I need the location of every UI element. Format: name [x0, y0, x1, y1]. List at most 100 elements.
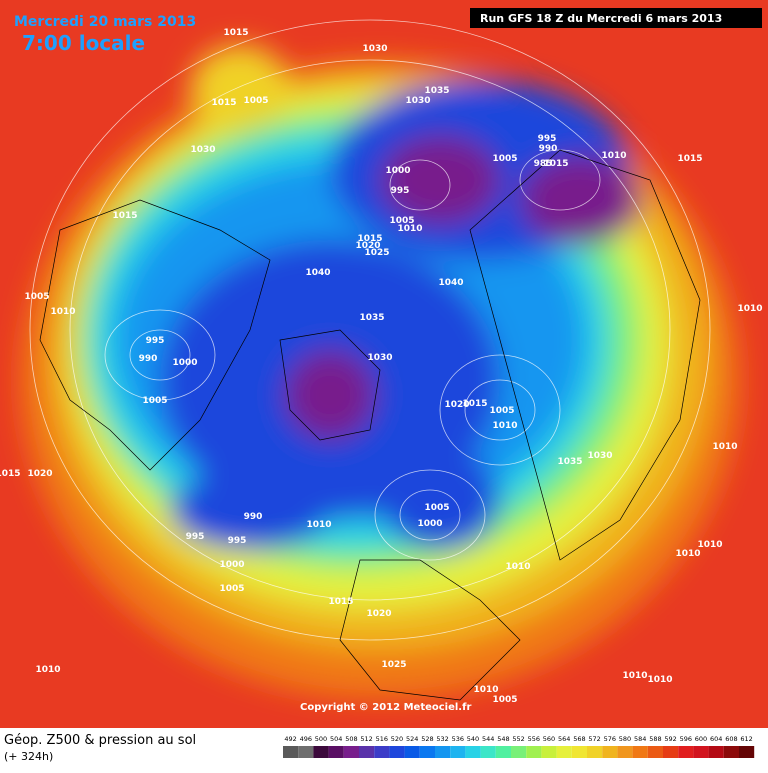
forecast-time: 7:00 locale	[22, 31, 145, 55]
isobar-label: 1035	[557, 457, 582, 467]
scale-label: 572	[588, 735, 600, 743]
isobar-label: 1010	[737, 304, 762, 314]
isobar-label: 995	[538, 134, 557, 144]
scale-label: 532	[436, 735, 448, 743]
scale-label: 592	[664, 735, 676, 743]
scale-swatch	[450, 746, 466, 758]
isobar-label: 1010	[675, 549, 700, 559]
field	[20, 45, 740, 700]
isobar-label: 1040	[305, 268, 330, 278]
isobar-label: 1010	[601, 151, 626, 161]
scale-label: 548	[497, 735, 509, 743]
isobar-label: 1010	[397, 224, 422, 234]
scale-label: 560	[543, 735, 555, 743]
isobar-label: 995	[228, 536, 247, 546]
scale-swatch	[435, 746, 451, 758]
scale-label: 588	[649, 735, 661, 743]
isobar-label: 1035	[424, 86, 449, 96]
isobar-label: 1015	[223, 28, 248, 38]
legend-subtitle: (+ 324h)	[4, 750, 53, 763]
isobar-label: 1005	[492, 695, 517, 705]
isobar-label: 1005	[492, 154, 517, 164]
scale-label: 612	[740, 735, 752, 743]
isobar-label: 1010	[50, 307, 75, 317]
isobar-label: 1030	[362, 44, 387, 54]
isobar-label: 1015	[462, 399, 487, 409]
scale-swatch	[283, 746, 299, 758]
scale-label: 508	[345, 735, 357, 743]
scale-swatch	[374, 746, 390, 758]
scale-swatch	[465, 746, 481, 758]
scale-swatch	[571, 746, 587, 758]
scale-label: 528	[421, 735, 433, 743]
isobar-label: 1030	[367, 353, 392, 363]
scale-swatch	[739, 746, 755, 758]
isobars	[29, 19, 711, 641]
scale-swatch	[678, 746, 694, 758]
scale-label: 524	[406, 735, 418, 743]
scale-swatch	[343, 746, 359, 758]
coastlines	[39, 149, 701, 701]
isobar-label: 1010	[622, 671, 647, 681]
scale-swatch	[359, 746, 375, 758]
scale-label: 512	[360, 735, 372, 743]
isobar-label: 1015	[328, 597, 353, 607]
scale-swatch	[480, 746, 496, 758]
scale-swatch	[389, 746, 405, 758]
isobar-label: 1000	[417, 519, 442, 529]
isobar-label: 1030	[405, 96, 430, 106]
scale-swatch	[526, 746, 542, 758]
scale-swatch	[632, 746, 648, 758]
isobar-label: 1030	[190, 145, 215, 155]
scale-swatch	[617, 746, 633, 758]
isobar-label: 1000	[172, 358, 197, 368]
isobar-label: 1010	[473, 685, 498, 695]
scale-swatch	[647, 746, 663, 758]
scale-swatch	[602, 746, 618, 758]
isobar-label: 1005	[142, 396, 167, 406]
isobar-label: 1005	[243, 96, 268, 106]
isobar-label: 1030	[587, 451, 612, 461]
scale-swatch	[587, 746, 603, 758]
isobar-label: 1025	[381, 660, 406, 670]
scale-label: 492	[284, 735, 296, 743]
isobar-label: 1005	[489, 406, 514, 416]
scale-swatch	[541, 746, 557, 758]
isobar-label: 1005	[24, 292, 49, 302]
scale-swatch	[328, 746, 344, 758]
copyright: Copyright © 2012 Meteociel.fr	[300, 702, 471, 713]
scale-label: 564	[558, 735, 570, 743]
scale-swatch	[663, 746, 679, 758]
isobar-label: 1010	[697, 540, 722, 550]
scale-label: 552	[512, 735, 524, 743]
scale-swatch	[313, 746, 329, 758]
isobar-label: 1000	[219, 560, 244, 570]
scale-label: 556	[528, 735, 540, 743]
isobar-label: 1020	[27, 469, 52, 479]
isobar-label: 990	[244, 512, 263, 522]
isobar-label: 1020	[366, 609, 391, 619]
scale-label: 496	[300, 735, 312, 743]
scale-label: 500	[315, 735, 327, 743]
scale-swatch	[495, 746, 511, 758]
scale-label: 568	[573, 735, 585, 743]
isobar-label: 1015	[543, 159, 568, 169]
isobar-label: 995	[146, 336, 165, 346]
scale-label: 504	[330, 735, 342, 743]
isobar-label: 1040	[438, 278, 463, 288]
isobar-label: 1005	[424, 503, 449, 513]
scale-label: 520	[391, 735, 403, 743]
scale-swatch	[511, 746, 527, 758]
isobar-label: 1015	[0, 469, 21, 479]
isobar-label: 1020	[444, 400, 469, 410]
isobar-label: 1010	[647, 675, 672, 685]
isobar-label: 1005	[389, 216, 414, 226]
scale-label: 536	[452, 735, 464, 743]
isobar-label: 1015	[357, 234, 382, 244]
isobar-label: 1025	[364, 248, 389, 258]
scale-swatch	[298, 746, 314, 758]
scale-swatch	[693, 746, 709, 758]
scale-swatch	[708, 746, 724, 758]
